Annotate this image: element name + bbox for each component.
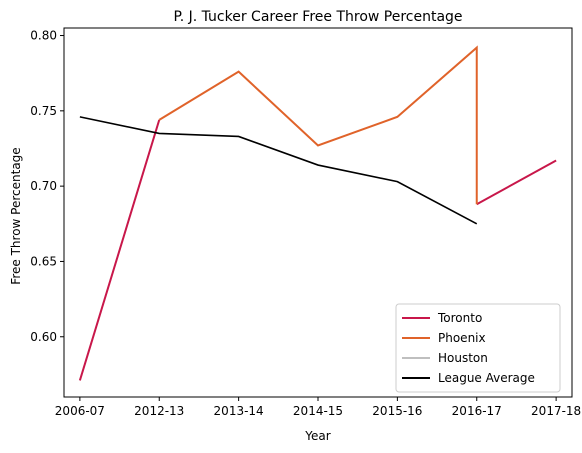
series-line-phoenix xyxy=(158,45,478,205)
x-tick-label: 2014-15 xyxy=(293,404,343,418)
y-tick-label: 0.80 xyxy=(30,29,57,43)
y-tick-label: 0.60 xyxy=(30,330,57,344)
x-axis-label: Year xyxy=(304,429,330,443)
series-line-toronto xyxy=(476,159,557,206)
x-tick-label: 2017-18 xyxy=(531,404,581,418)
x-tick-label: 2015-16 xyxy=(372,404,422,418)
x-tick-label: 2012-13 xyxy=(134,404,184,418)
y-tick-label: 0.70 xyxy=(30,179,57,193)
legend-label-league-average: League Average xyxy=(438,371,535,385)
legend-box xyxy=(395,303,561,393)
y-axis-label: Free Throw Percentage xyxy=(9,147,23,284)
legend-label-phoenix: Phoenix xyxy=(438,331,486,345)
legend-label-houston: Houston xyxy=(438,351,488,365)
x-tick-label: 2006-07 xyxy=(55,404,105,418)
chart-title: P. J. Tucker Career Free Throw Percentag… xyxy=(173,9,462,25)
x-tick-label: 2013-14 xyxy=(214,404,264,418)
y-tick-label: 0.65 xyxy=(30,254,57,268)
y-tick-label: 0.75 xyxy=(30,104,57,118)
series-line-toronto xyxy=(78,119,161,381)
legend-label-toronto: Toronto xyxy=(437,311,482,325)
series-line-league-average xyxy=(79,116,478,225)
x-tick-label: 2016-17 xyxy=(452,404,502,418)
legend: Toronto Phoenix Houston League Average xyxy=(395,303,561,393)
plot-area: 2006-07 2012-13 2013-14 2014-15 2015-16 2016-… xyxy=(30,27,581,418)
